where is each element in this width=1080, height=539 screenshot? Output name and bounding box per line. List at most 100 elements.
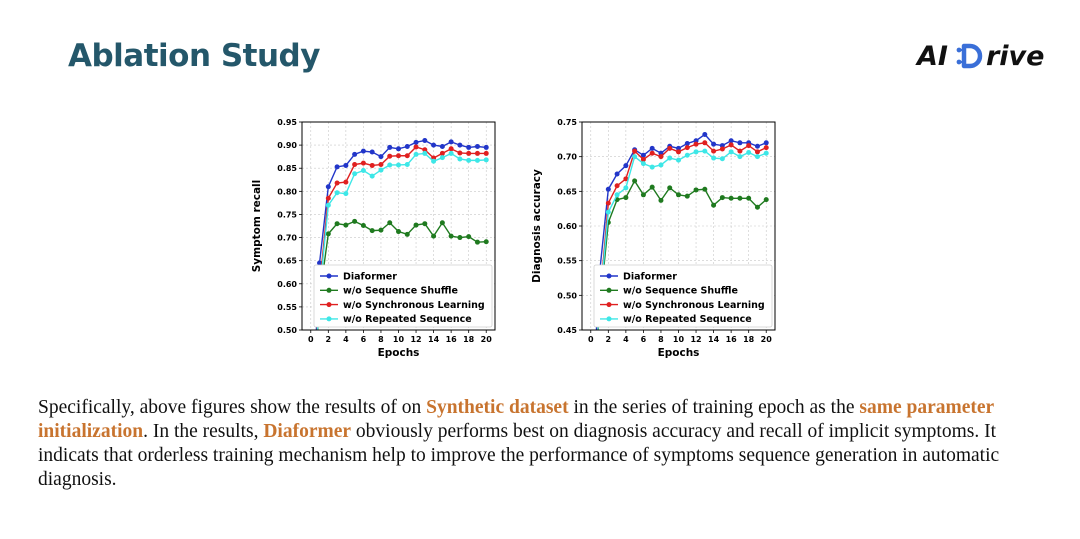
- x-tick-label-10: 20: [761, 335, 773, 344]
- legend-swatch-marker-2: [606, 302, 612, 308]
- data-point-s3-16: [728, 149, 734, 155]
- data-point-s0-20: [763, 140, 769, 146]
- description-paragraph: Specifically, above figures show the res…: [38, 396, 1043, 492]
- logo-text-left: AI: [917, 40, 948, 72]
- x-tick-label-1: 2: [606, 335, 612, 344]
- legend-swatch-marker-3: [326, 316, 332, 322]
- x-tick-label-0: 0: [308, 335, 314, 344]
- legend-swatch-marker-1: [606, 287, 612, 293]
- y-tick-label-1: 0.50: [557, 291, 577, 300]
- data-point-s2-3: [614, 183, 620, 189]
- data-point-s3-20: [483, 157, 489, 163]
- data-point-s0-3: [334, 164, 340, 170]
- data-point-s1-7: [369, 228, 375, 234]
- legend-label-3: w/o Repeated Sequence: [623, 314, 752, 325]
- data-point-s1-11: [404, 231, 410, 237]
- description-text-2: in the series of training epoch as the: [568, 397, 860, 418]
- x-axis-label: Epochs: [658, 347, 700, 359]
- data-point-s0-14: [711, 141, 717, 147]
- data-point-s1-10: [396, 229, 401, 235]
- data-point-s1-17: [737, 195, 743, 201]
- data-point-s0-15: [719, 143, 725, 149]
- data-point-s0-11: [684, 140, 690, 146]
- data-point-s3-2: [325, 202, 331, 208]
- data-point-s0-4: [623, 163, 629, 169]
- y-axis-label: Diagnosis accuracy: [531, 169, 543, 283]
- data-point-s2-7: [369, 162, 375, 168]
- x-tick-label-5: 10: [673, 335, 685, 344]
- data-point-s0-10: [396, 146, 401, 152]
- slide-title: Ablation Study: [68, 38, 320, 74]
- data-point-s2-10: [676, 149, 681, 155]
- data-point-s3-9: [387, 162, 393, 168]
- data-point-s2-20: [483, 150, 489, 156]
- data-point-s1-3: [334, 221, 340, 227]
- data-point-s3-14: [711, 155, 717, 161]
- y-tick-label-0: 0.45: [557, 326, 577, 335]
- highlight-same-parameter-initialization: same parameter initialization: [38, 397, 994, 442]
- data-point-s2-6: [360, 160, 366, 166]
- data-point-s2-19: [474, 150, 480, 156]
- data-point-s3-5: [352, 171, 358, 177]
- y-tick-label-4: 0.65: [557, 187, 577, 196]
- x-tick-label-7: 14: [428, 335, 440, 344]
- data-point-s0-20: [483, 144, 489, 150]
- y-tick-label-6: 0.80: [277, 187, 297, 196]
- legend-box: [593, 264, 773, 328]
- data-point-s0-16: [448, 139, 454, 145]
- data-point-s0-11: [404, 143, 410, 149]
- data-point-s3-4: [623, 185, 629, 191]
- data-point-s0-6: [640, 152, 646, 158]
- data-point-s2-9: [667, 145, 673, 151]
- legend-swatch-marker-3: [606, 316, 612, 322]
- data-point-s3-2: [605, 209, 611, 215]
- data-point-s1-18: [746, 195, 752, 201]
- series-group: [315, 137, 489, 330]
- data-point-s0-10: [676, 145, 681, 151]
- data-point-s1-5: [632, 178, 638, 184]
- x-tick-label-6: 12: [410, 335, 421, 344]
- y-tick-label-2: 0.60: [277, 280, 297, 289]
- data-point-s3-6: [360, 168, 366, 174]
- data-point-s0-17: [737, 140, 743, 146]
- data-point-s1-4: [623, 195, 629, 201]
- legend-label-3: w/o Repeated Sequence: [343, 314, 472, 325]
- legend-label-2: w/o Synchronous Learning: [343, 300, 485, 311]
- data-point-s2-3: [334, 180, 340, 186]
- data-point-s2-16: [728, 142, 734, 148]
- data-point-s0-19: [474, 143, 480, 149]
- data-point-s0-4: [343, 162, 349, 168]
- x-axis-label: Epochs: [378, 347, 420, 359]
- x-tick-label-9: 18: [743, 335, 755, 344]
- data-point-s0-6: [360, 148, 366, 154]
- data-point-s0-5: [352, 151, 358, 157]
- data-point-s2-2: [325, 195, 331, 201]
- data-point-s0-7: [649, 145, 655, 151]
- data-point-s2-4: [343, 179, 349, 185]
- data-point-s1-12: [413, 222, 419, 228]
- data-point-s2-17: [737, 148, 743, 154]
- data-point-s1-13: [422, 221, 428, 227]
- data-point-s1-14: [431, 233, 437, 239]
- data-point-s2-13: [702, 140, 708, 146]
- data-point-s2-6: [640, 156, 646, 162]
- y-tick-label-0: 0.50: [277, 326, 297, 335]
- data-point-s2-8: [658, 154, 664, 160]
- data-point-s3-12: [413, 151, 419, 157]
- x-tick-label-2: 4: [343, 335, 349, 344]
- legend-swatch-marker-2: [326, 302, 332, 308]
- data-point-s3-8: [378, 167, 384, 173]
- data-point-s3-13: [702, 148, 708, 154]
- y-tick-label-9: 0.95: [277, 118, 297, 127]
- data-point-s3-17: [737, 154, 743, 160]
- data-point-s1-2: [325, 231, 331, 237]
- data-point-s2-12: [413, 144, 419, 150]
- data-point-s0-17: [457, 142, 463, 148]
- data-point-s0-8: [658, 150, 664, 156]
- legend-swatch-marker-0: [606, 273, 612, 279]
- data-point-s2-15: [719, 146, 725, 152]
- x-tick-label-10: 20: [481, 335, 493, 344]
- data-point-s1-5: [352, 218, 358, 224]
- data-point-s3-11: [404, 162, 410, 168]
- data-point-s1-20: [483, 239, 489, 245]
